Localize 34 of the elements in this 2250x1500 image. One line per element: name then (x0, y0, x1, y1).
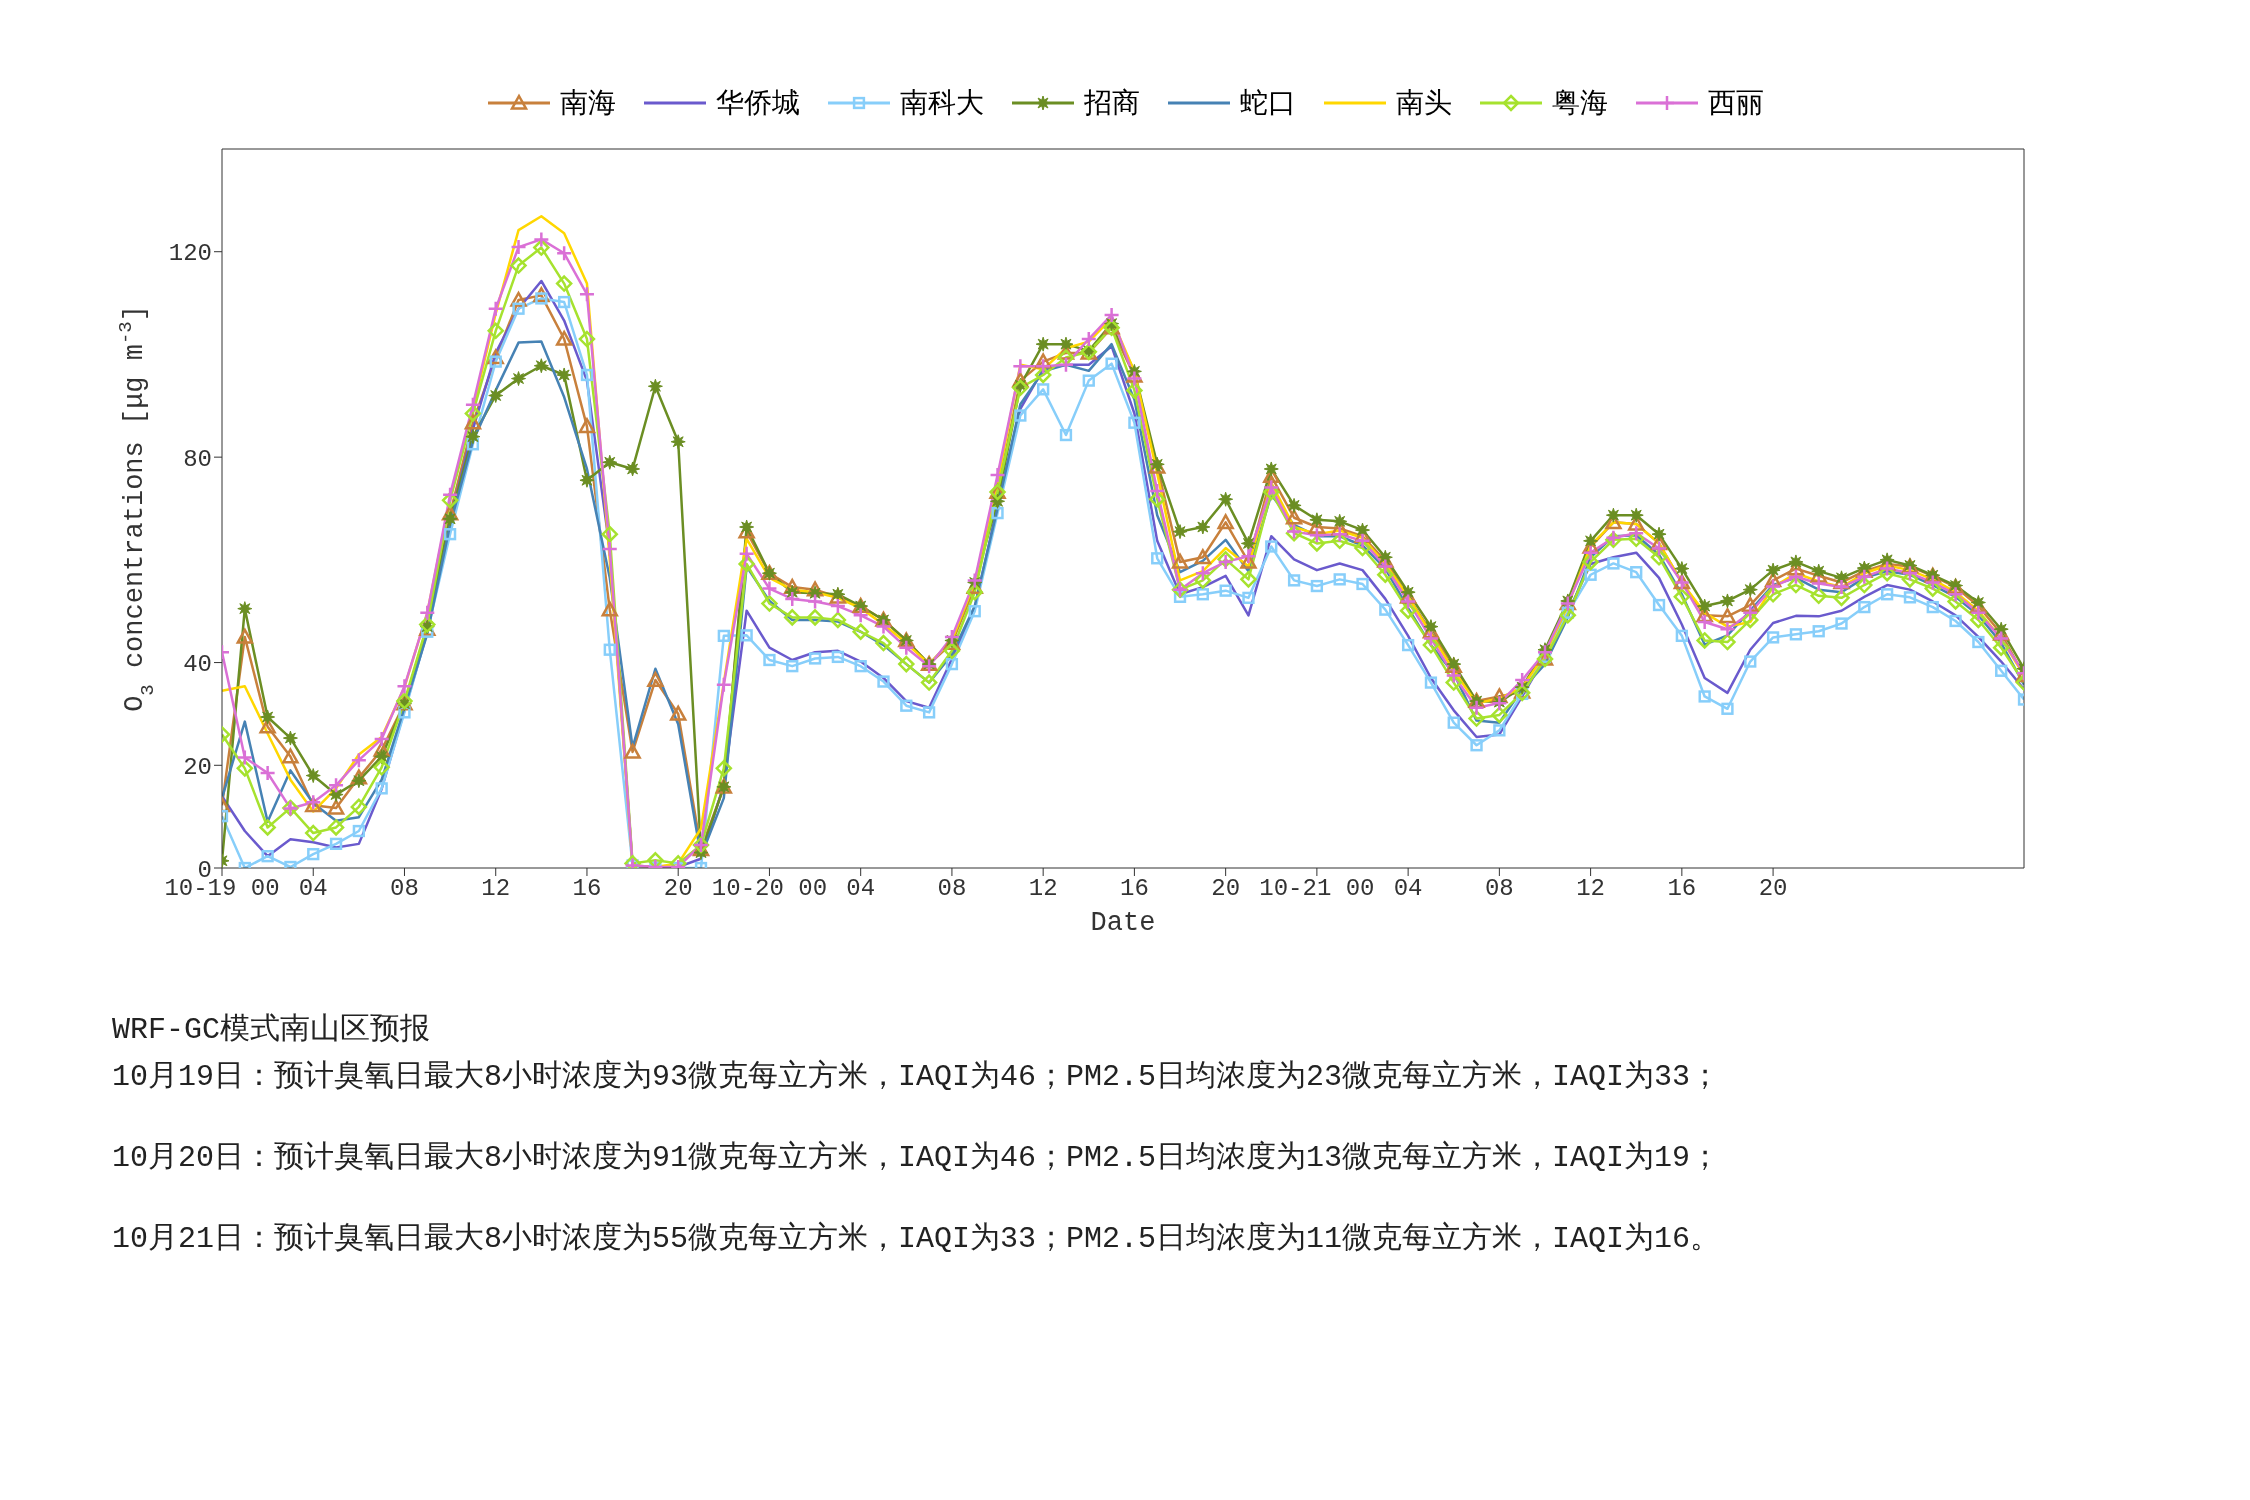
legend-label: 西丽 (1708, 88, 1764, 122)
x-tick-label: 10-20 00 (711, 875, 828, 903)
legend-label: 南科大 (900, 88, 984, 122)
y-tick-label: 40 (183, 651, 212, 679)
x-tick-label: 12 (1028, 875, 1058, 903)
x-axis-title: Date (1090, 908, 1156, 938)
legend-label: 蛇口 (1240, 88, 1296, 122)
x-tick-label: 16 (572, 875, 602, 903)
legend-label: 华侨城 (716, 88, 800, 122)
text: 10月21日：预计臭氧日最大8小时浓度为55微克每立方米，IAQI为33；PM2.5日均浓度为11微克每立方米，IAQI为16。 (112, 1220, 1722, 1258)
text: 10月19日：预计臭氧日最大8小时浓度为93微克每立方米，IAQI为46；PM2.5日均浓度为23微克每立方米，IAQI为33； (112, 1058, 1722, 1096)
legend-label: 南海 (560, 88, 616, 122)
legend-label: 招商 (1084, 87, 1140, 122)
x-tick-label: 20 (663, 875, 693, 903)
x-tick-label: 04 (1393, 875, 1423, 903)
x-tick-label: 08 (937, 875, 967, 903)
x-tick-label: 04 (298, 875, 328, 903)
x-tick-label: 12 (481, 875, 511, 903)
x-tick-label: 04 (846, 875, 876, 903)
x-tick-label: 16 (1667, 875, 1697, 903)
text: WRF-GC模式南山区预报 (112, 1012, 432, 1049)
legend-label: 粤海 (1552, 88, 1608, 122)
x-tick-label: 08 (390, 875, 419, 903)
text: 10月20日：预计臭氧日最大8小时浓度为91微克每立方米，IAQI为46；PM2.5日均浓度为13微克每立方米，IAQI为19； (112, 1139, 1722, 1177)
legend-label: 南头 (1396, 88, 1452, 122)
x-tick-label: 08 (1484, 875, 1514, 903)
x-tick-label: 16 (1120, 875, 1149, 903)
x-tick-label: 10-21 00 (1259, 875, 1375, 903)
y-tick-label: 120 (168, 240, 212, 268)
y-tick-label: 80 (183, 445, 212, 473)
x-tick-label: 20 (1211, 875, 1241, 903)
x-tick-label: 12 (1576, 875, 1606, 903)
x-tick-label: 20 (1758, 875, 1788, 903)
y-tick-label: 20 (183, 753, 212, 781)
